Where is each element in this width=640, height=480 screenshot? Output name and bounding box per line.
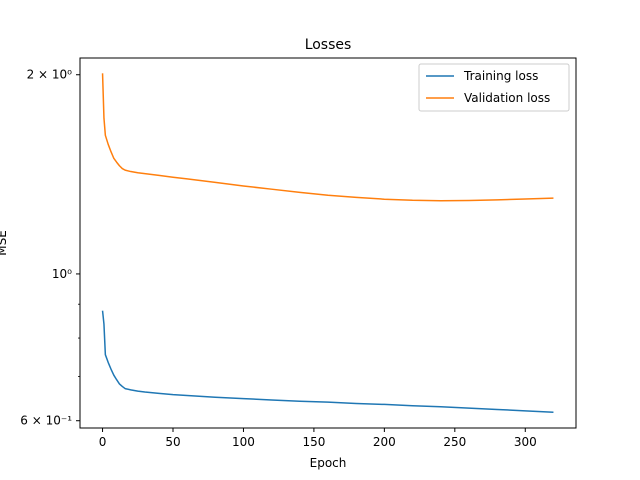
x-axis-label: Epoch bbox=[310, 456, 347, 470]
plot-lines bbox=[101, 73, 554, 413]
series-line-training bbox=[101, 310, 554, 413]
legend-box bbox=[418, 63, 570, 112]
chart-title: Losses bbox=[305, 37, 352, 53]
x-tick-label: 250 bbox=[443, 435, 466, 449]
x-ticks: 0 50 100 150 200 250 300 bbox=[99, 428, 537, 449]
y-tick-label: 2 × 10⁰ bbox=[27, 68, 73, 82]
legend-label-training: Training loss bbox=[463, 69, 538, 83]
series-line-validation bbox=[101, 73, 554, 202]
x-tick-label: 200 bbox=[373, 435, 396, 449]
y-tick-label: 10⁰ bbox=[52, 267, 72, 281]
y-tick-label: 6 × 10⁻¹ bbox=[20, 414, 72, 428]
x-tick-label: 300 bbox=[514, 435, 537, 449]
legend-label-validation: Validation loss bbox=[464, 91, 550, 105]
y-ticks: 6 × 10⁻¹ 10⁰ 2 × 10⁰ bbox=[20, 68, 80, 428]
y-axis-label: MSE bbox=[0, 230, 9, 256]
x-tick-label: 0 bbox=[99, 435, 107, 449]
legend: Training loss Validation loss bbox=[418, 63, 570, 112]
x-tick-label: 50 bbox=[165, 435, 180, 449]
x-tick-label: 150 bbox=[302, 435, 325, 449]
plot-frame bbox=[79, 57, 577, 429]
x-tick-label: 100 bbox=[232, 435, 255, 449]
